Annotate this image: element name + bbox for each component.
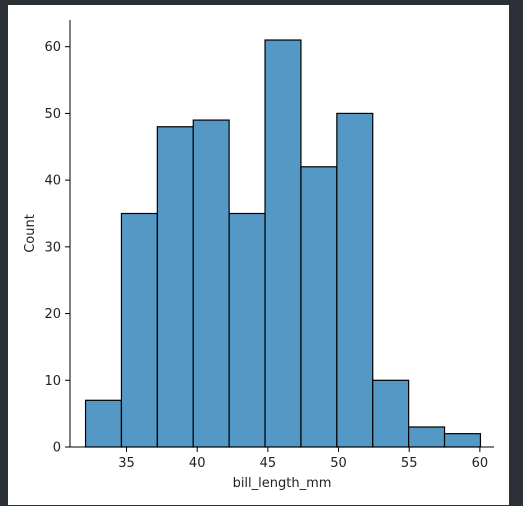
x-tick-label: 55 [401, 456, 418, 471]
histogram-chart: 35 40 45 50 55 60 0 10 20 30 40 50 60 bill_length_mm… [23, 20, 494, 491]
histogram-bar [264, 39, 302, 448]
x-axis-label: bill_length_mm [233, 476, 332, 491]
histogram-bar [372, 379, 410, 448]
histogram-bar [443, 433, 482, 448]
x-tick-label: 35 [118, 456, 135, 471]
chart-canvas: 35 40 45 50 55 60 0 10 20 30 40 50 60 bill_length_mm… [8, 5, 509, 505]
histogram-bar [228, 212, 266, 448]
bars-group [84, 39, 482, 448]
histogram-bar [336, 112, 374, 448]
y-tick-label: 30 [44, 240, 61, 255]
y-tick-label: 60 [44, 40, 61, 55]
x-tick-label: 45 [260, 456, 277, 471]
y-tick-label: 10 [44, 374, 61, 389]
x-tick-label: 50 [330, 456, 347, 471]
histogram-bar [192, 119, 230, 448]
x-tick-label: 60 [472, 456, 489, 471]
y-tick-label: 40 [44, 174, 61, 189]
histogram-bar [408, 426, 446, 448]
histogram-bar [300, 166, 338, 448]
y-tick-label: 0 [53, 441, 61, 456]
histogram-bar [156, 126, 194, 448]
y-tick-label: 50 [44, 107, 61, 122]
histogram-bar [120, 212, 158, 448]
x-tick-label: 40 [189, 456, 206, 471]
histogram-bar [84, 399, 123, 448]
y-tick-label: 20 [44, 307, 61, 322]
axes-group: 35 40 45 50 55 60 0 10 20 30 40 50 60 [44, 20, 494, 471]
y-axis-label: Count [23, 214, 38, 253]
